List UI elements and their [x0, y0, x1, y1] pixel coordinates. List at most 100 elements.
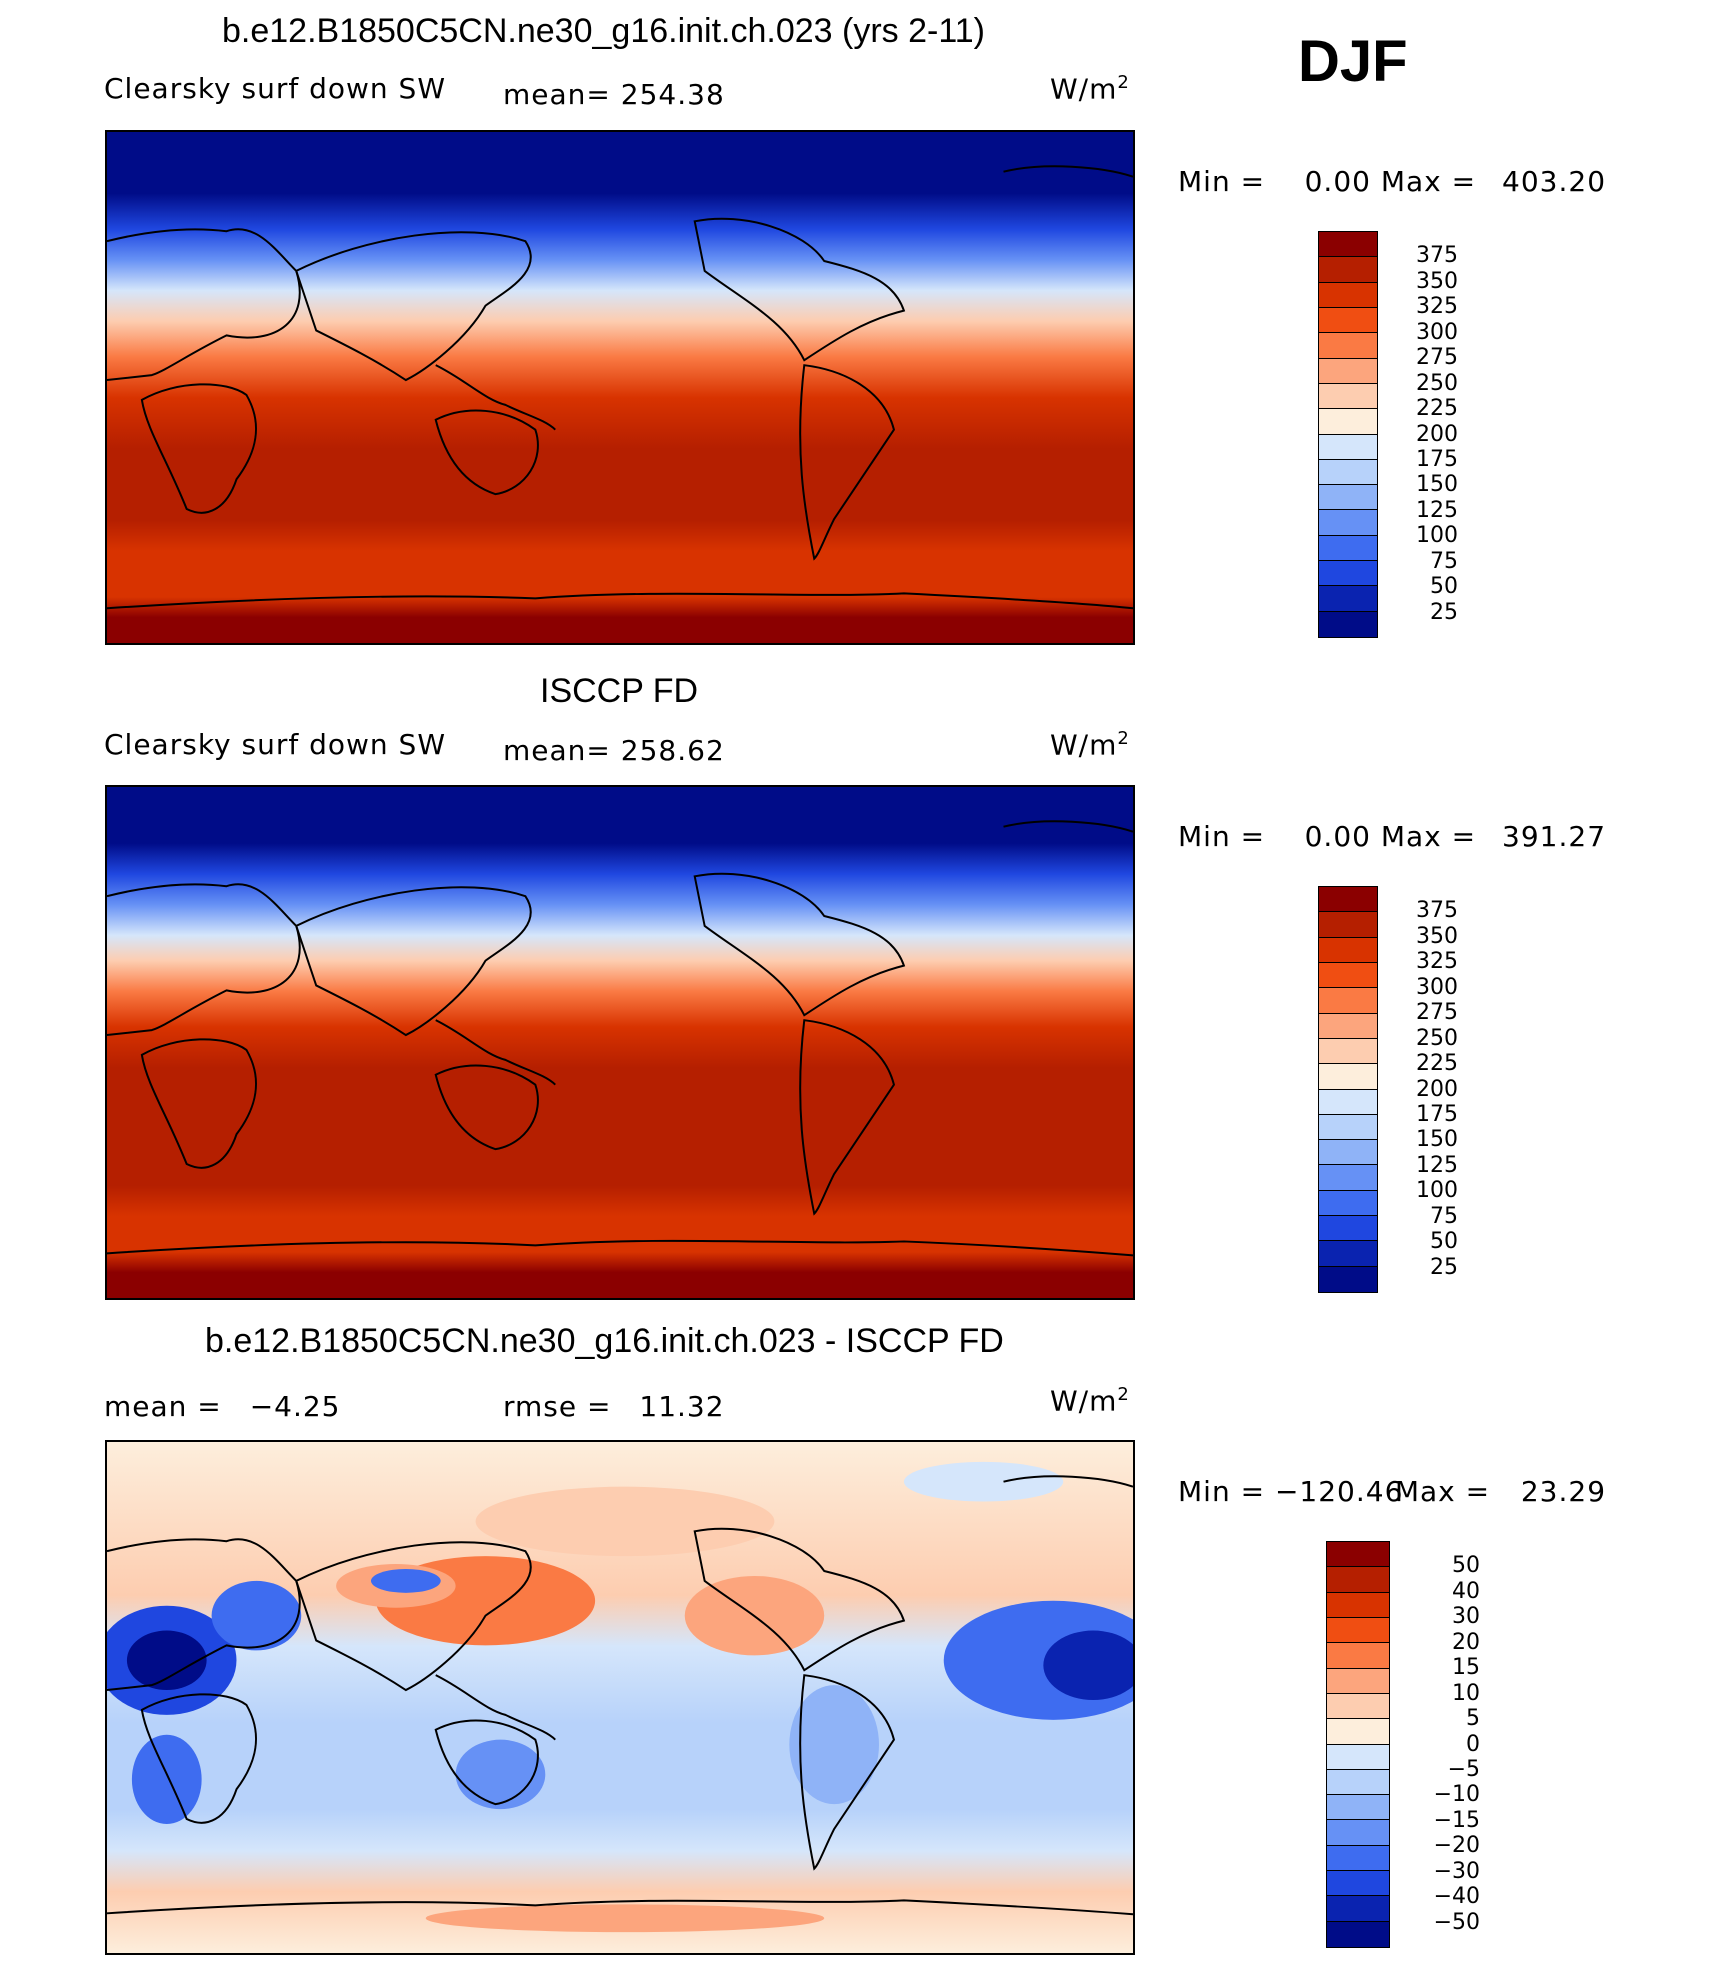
colorbar-segment: [1327, 1719, 1389, 1745]
colorbar-segment: [1319, 434, 1377, 460]
colorbar-segment: [1319, 586, 1377, 612]
panel1-max-label: Max =: [1380, 165, 1477, 198]
colorbar-tick-label: −10: [1433, 1782, 1480, 1808]
colorbar-segment: [1319, 510, 1377, 536]
panel3-rmse-value: 11.32: [639, 1390, 725, 1423]
colorbar-tick-label: 225: [1416, 396, 1458, 422]
colorbar-tick-label: 100: [1416, 523, 1458, 549]
panel3-max-value: 23.29: [1520, 1475, 1607, 1508]
colorbar-tick-label: 250: [1416, 370, 1458, 396]
panel1-map: [105, 130, 1135, 645]
panel3-colorbar-ticks: 50 40 30 20 15 10 5 0 −5 −10 −15 −20 −30 −40 −50: [1400, 1541, 1480, 1948]
colorbar-segment: [1327, 1871, 1389, 1897]
colorbar-tick-label: 0: [1466, 1731, 1480, 1757]
colorbar-segment: [1327, 1795, 1389, 1821]
colorbar-tick-label: 375: [1416, 898, 1458, 924]
panel2-units: W/m2: [1050, 728, 1130, 761]
panel2-map: [105, 785, 1135, 1300]
colorbar-tick-label: 350: [1416, 268, 1458, 294]
panel3-rmse: rmse = 11.32: [503, 1390, 725, 1423]
colorbar-tick-label: 125: [1416, 497, 1458, 523]
colorbar-segment: [1327, 1592, 1389, 1618]
colorbar-tick-label: 275: [1416, 1000, 1458, 1026]
panel3-units: W/m2: [1050, 1384, 1130, 1417]
colorbar-segment: [1319, 1013, 1377, 1039]
panel3-colorbar: [1326, 1541, 1390, 1948]
colorbar-tick-label: 100: [1416, 1178, 1458, 1204]
panel2-colorbar-ticks: 375 350 325 300 275 250 225 200 175 150 125 100 75 50…: [1398, 886, 1458, 1293]
colorbar-tick-label: 375: [1416, 243, 1458, 269]
panel3-mean-label: mean =: [104, 1390, 222, 1423]
colorbar-tick-label: 25: [1430, 1254, 1458, 1280]
panel3-units-sup: 2: [1117, 1384, 1130, 1405]
panel1-min-label: Min =: [1178, 165, 1266, 198]
colorbar-tick-label: 300: [1416, 319, 1458, 345]
panel2-coastlines: [107, 820, 1133, 1257]
colorbar-tick-label: 275: [1416, 345, 1458, 371]
colorbar-segment: [1319, 962, 1377, 989]
colorbar-tick-label: −30: [1433, 1858, 1480, 1884]
panel3-minmax: Min = −120.46 Max = 23.29: [1178, 1475, 1606, 1508]
panel1-field: [107, 132, 1133, 643]
panel3-min-value: −120.46: [1274, 1475, 1404, 1508]
panel1-mean-value: 254.38: [620, 78, 725, 111]
panel1-map-svg: [107, 132, 1133, 643]
colorbar-segment: [1319, 1241, 1377, 1267]
colorbar-tick-label: 10: [1452, 1680, 1480, 1706]
colorbar-tick-label: 5: [1466, 1706, 1480, 1732]
colorbar-tick-label: −15: [1433, 1807, 1480, 1833]
colorbar-segment: [1319, 1089, 1377, 1115]
colorbar-tick-label: 40: [1452, 1578, 1480, 1604]
panel3-map-svg: [107, 1442, 1133, 1953]
colorbar-segment: [1327, 1769, 1389, 1796]
panel2-units-base: W/m: [1050, 728, 1118, 762]
colorbar-segment: [1327, 1744, 1389, 1770]
colorbar-tick-label: 125: [1416, 1152, 1458, 1178]
panel2-colorbar: [1318, 886, 1378, 1293]
panel3-units-base: W/m: [1050, 1384, 1118, 1418]
panel1-units-base: W/m: [1050, 72, 1118, 106]
colorbar-segment: [1319, 358, 1377, 384]
colorbar-segment: [1327, 1896, 1389, 1922]
panel3-min-label: Min =: [1178, 1475, 1266, 1508]
colorbar-tick-label: 150: [1416, 1127, 1458, 1153]
colorbar-segment: [1319, 1165, 1377, 1191]
colorbar-segment: [1319, 535, 1377, 562]
colorbar-segment: [1319, 1114, 1377, 1141]
panel1-mean-label: mean=: [503, 78, 611, 111]
colorbar-segment: [1319, 485, 1377, 511]
colorbar-segment: [1319, 1216, 1377, 1242]
colorbar-tick-label: 225: [1416, 1051, 1458, 1077]
panel1-title: b.e12.B1850C5CN.ne30_g16.init.ch.023 (yr…: [222, 12, 985, 50]
colorbar-tick-label: 15: [1452, 1655, 1480, 1681]
colorbar-segment: [1319, 912, 1377, 938]
colorbar-segment: [1319, 232, 1377, 258]
panel2-variable: Clearsky surf down SW: [104, 728, 447, 761]
colorbar-tick-label: 250: [1416, 1025, 1458, 1051]
colorbar-tick-label: 200: [1416, 421, 1458, 447]
colorbar-segment: [1319, 611, 1377, 637]
colorbar-tick-label: 20: [1452, 1629, 1480, 1655]
panel2-min-value: 0.00: [1304, 820, 1371, 853]
panel2-mean-value: 258.62: [620, 734, 725, 767]
colorbar-segment: [1327, 1693, 1389, 1720]
colorbar-tick-label: −50: [1433, 1909, 1480, 1935]
colorbar-tick-label: 350: [1416, 923, 1458, 949]
colorbar-tick-label: 75: [1430, 1203, 1458, 1229]
colorbar-segment: [1327, 1921, 1389, 1947]
panel3-title: b.e12.B1850C5CN.ne30_g16.init.ch.023 - I…: [205, 1322, 1004, 1360]
panel3-anomaly-patches: [107, 1461, 1133, 1933]
colorbar-segment: [1319, 561, 1377, 587]
colorbar-tick-label: 325: [1416, 949, 1458, 975]
colorbar-segment: [1319, 1190, 1377, 1217]
colorbar-segment: [1319, 937, 1377, 963]
colorbar-segment: [1327, 1643, 1389, 1669]
colorbar-segment: [1319, 1038, 1377, 1065]
colorbar-tick-label: −40: [1433, 1884, 1480, 1910]
colorbar-segment: [1319, 1064, 1377, 1090]
panel2-mean-label: mean=: [503, 734, 611, 767]
colorbar-tick-label: 30: [1452, 1604, 1480, 1630]
colorbar-segment: [1319, 1140, 1377, 1166]
colorbar-tick-label: 200: [1416, 1076, 1458, 1102]
panel2-max-label: Max =: [1380, 820, 1477, 853]
